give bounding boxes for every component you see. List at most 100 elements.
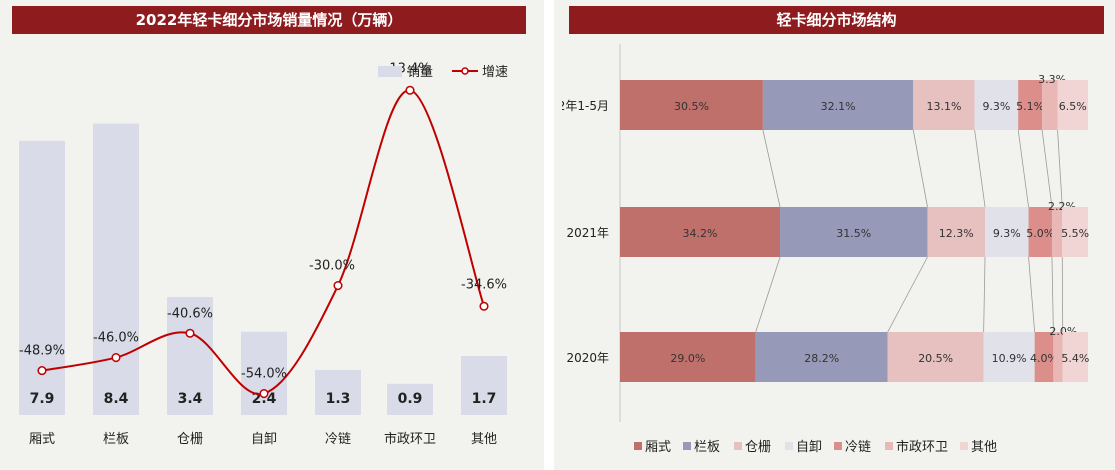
segment-value-label: 5.4% — [1061, 352, 1089, 365]
sales-bar — [241, 331, 287, 415]
growth-value-label: -46.0% — [93, 331, 139, 346]
growth-point — [37, 366, 47, 376]
structure-chart-panel: 轻卡细分市场结构 2022年1-5月 30.5% 32.1% 13.1% 9.3% 5.1… — [562, 0, 1115, 470]
stack-segment — [620, 332, 756, 382]
stack-segment — [1018, 80, 1043, 130]
segment-value-label: 6.5% — [1059, 100, 1087, 113]
segment-value-label: 10.9% — [992, 352, 1027, 365]
sales-value-label: 1.7 — [472, 391, 497, 407]
stack-segment — [1034, 332, 1054, 382]
sales-bar — [167, 297, 213, 415]
sales-chart-panel: 2022年轻卡细分市场销量情况（万辆） 7.9 厢式 8.4 栏板 3.4 仓栅 2.4 自卸… — [0, 0, 538, 470]
structure-chart-title: 轻卡细分市场结构 — [569, 6, 1104, 34]
sales-value-label: 3.4 — [178, 391, 203, 407]
segment-value-label: 4.0% — [1030, 352, 1058, 365]
series-connector-line — [887, 256, 928, 333]
stack-segment — [755, 332, 888, 382]
sales-value-label: 1.3 — [326, 391, 351, 407]
growth-value-label: -34.6% — [461, 277, 507, 292]
legend-swatch — [960, 442, 968, 450]
growth-line — [41, 89, 485, 396]
series-connector-line — [983, 256, 986, 333]
stack-segment — [620, 207, 781, 257]
stack-segment — [887, 332, 984, 382]
segment-value-label: 20.5% — [918, 352, 953, 365]
stack-segment — [1057, 80, 1088, 130]
sales-value-label: 8.4 — [104, 391, 129, 407]
legend-label: 栏板 — [694, 440, 720, 455]
segment-value-label: 9.3% — [993, 227, 1021, 240]
stack-segment — [974, 80, 1019, 130]
series-connector-line — [1041, 129, 1053, 208]
segment-value-label: 29.0% — [670, 352, 705, 365]
sales-bar — [387, 383, 433, 415]
series-connector-line — [974, 129, 986, 208]
stack-segment — [985, 207, 1029, 257]
legend-swatch — [785, 442, 793, 450]
stack-segment — [1051, 207, 1063, 257]
sales-value-label: 7.9 — [30, 391, 55, 407]
series-connector-line — [755, 256, 781, 333]
stack-segment — [780, 207, 928, 257]
sales-bar — [461, 356, 507, 415]
sales-chart-plot: 7.9厢式8.4栏板3.4仓栅2.4自卸1.3冷链0.9市政环卫1.7其他-48… — [19, 61, 508, 447]
stack-segment — [1028, 207, 1052, 257]
legend-label-sales: 销量 — [407, 65, 433, 80]
growth-point — [333, 281, 343, 291]
series-connector-line — [1057, 129, 1063, 208]
sales-bar — [93, 123, 139, 416]
segment-value-label: 5.5% — [1061, 227, 1089, 240]
stack-segment — [1062, 207, 1088, 257]
stack-segment — [1062, 332, 1088, 382]
series-connector-line — [912, 129, 928, 208]
legend-swatch — [734, 442, 742, 450]
category-label: 冷链 — [325, 432, 351, 447]
category-label: 栏板 — [103, 432, 129, 447]
growth-point — [185, 328, 195, 338]
segment-value-label: 28.2% — [804, 352, 839, 365]
segment-value-label: 34.2% — [683, 227, 718, 240]
series-connector-line — [762, 129, 781, 208]
series-connector-line — [1051, 256, 1054, 333]
row-category-label: 2020年 — [566, 351, 609, 365]
growth-point — [111, 353, 121, 363]
legend-label: 其他 — [971, 440, 997, 455]
sales-chart-title: 2022年轻卡细分市场销量情况（万辆） — [12, 6, 526, 34]
series-connector-line — [1028, 256, 1036, 333]
stack-segment — [983, 332, 1035, 382]
category-label: 厢式 — [29, 432, 55, 447]
category-label: 其他 — [471, 432, 497, 447]
legend-label: 冷链 — [845, 440, 871, 455]
growth-value-label: -54.0% — [241, 367, 287, 382]
legend-swatch — [634, 442, 642, 450]
segment-value-label: 13.1% — [926, 100, 961, 113]
segment-value-label: 5.0% — [1026, 227, 1054, 240]
panel-divider — [544, 0, 554, 470]
segment-value-label: 12.3% — [939, 227, 974, 240]
growth-point — [259, 389, 269, 399]
legend-swatch — [885, 442, 893, 450]
stack-segment — [913, 80, 975, 130]
growth-value-label: -48.9% — [19, 344, 65, 359]
stack-segment — [762, 80, 914, 130]
stack-segment — [620, 80, 763, 130]
legend-swatch-sales — [378, 66, 402, 77]
sales-value-label: 0.9 — [398, 391, 423, 407]
series-connector-line — [1017, 129, 1029, 208]
category-label: 市政环卫 — [384, 431, 436, 447]
segment-value-label: 32.1% — [821, 100, 856, 113]
row-category-label: 2021年 — [566, 226, 609, 240]
category-label: 仓栅 — [177, 432, 203, 447]
legend-label-growth: 增速 — [482, 65, 508, 80]
legend-marker-growth — [461, 67, 469, 75]
sales-bar — [315, 369, 361, 415]
growth-point — [405, 85, 415, 95]
growth-value-label: -30.0% — [309, 259, 355, 274]
segment-value-label: 9.3% — [982, 100, 1010, 113]
growth-point — [479, 301, 489, 311]
segment-value-label: 31.5% — [836, 227, 871, 240]
growth-value-label: -40.6% — [167, 306, 213, 321]
stack-segment — [927, 207, 986, 257]
legend-label: 厢式 — [645, 440, 671, 455]
stack-segment — [1042, 80, 1058, 130]
